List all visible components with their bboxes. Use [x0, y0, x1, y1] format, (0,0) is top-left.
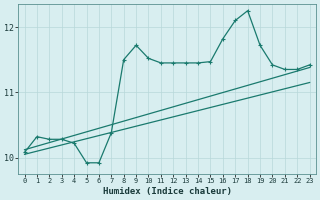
X-axis label: Humidex (Indice chaleur): Humidex (Indice chaleur): [103, 187, 232, 196]
